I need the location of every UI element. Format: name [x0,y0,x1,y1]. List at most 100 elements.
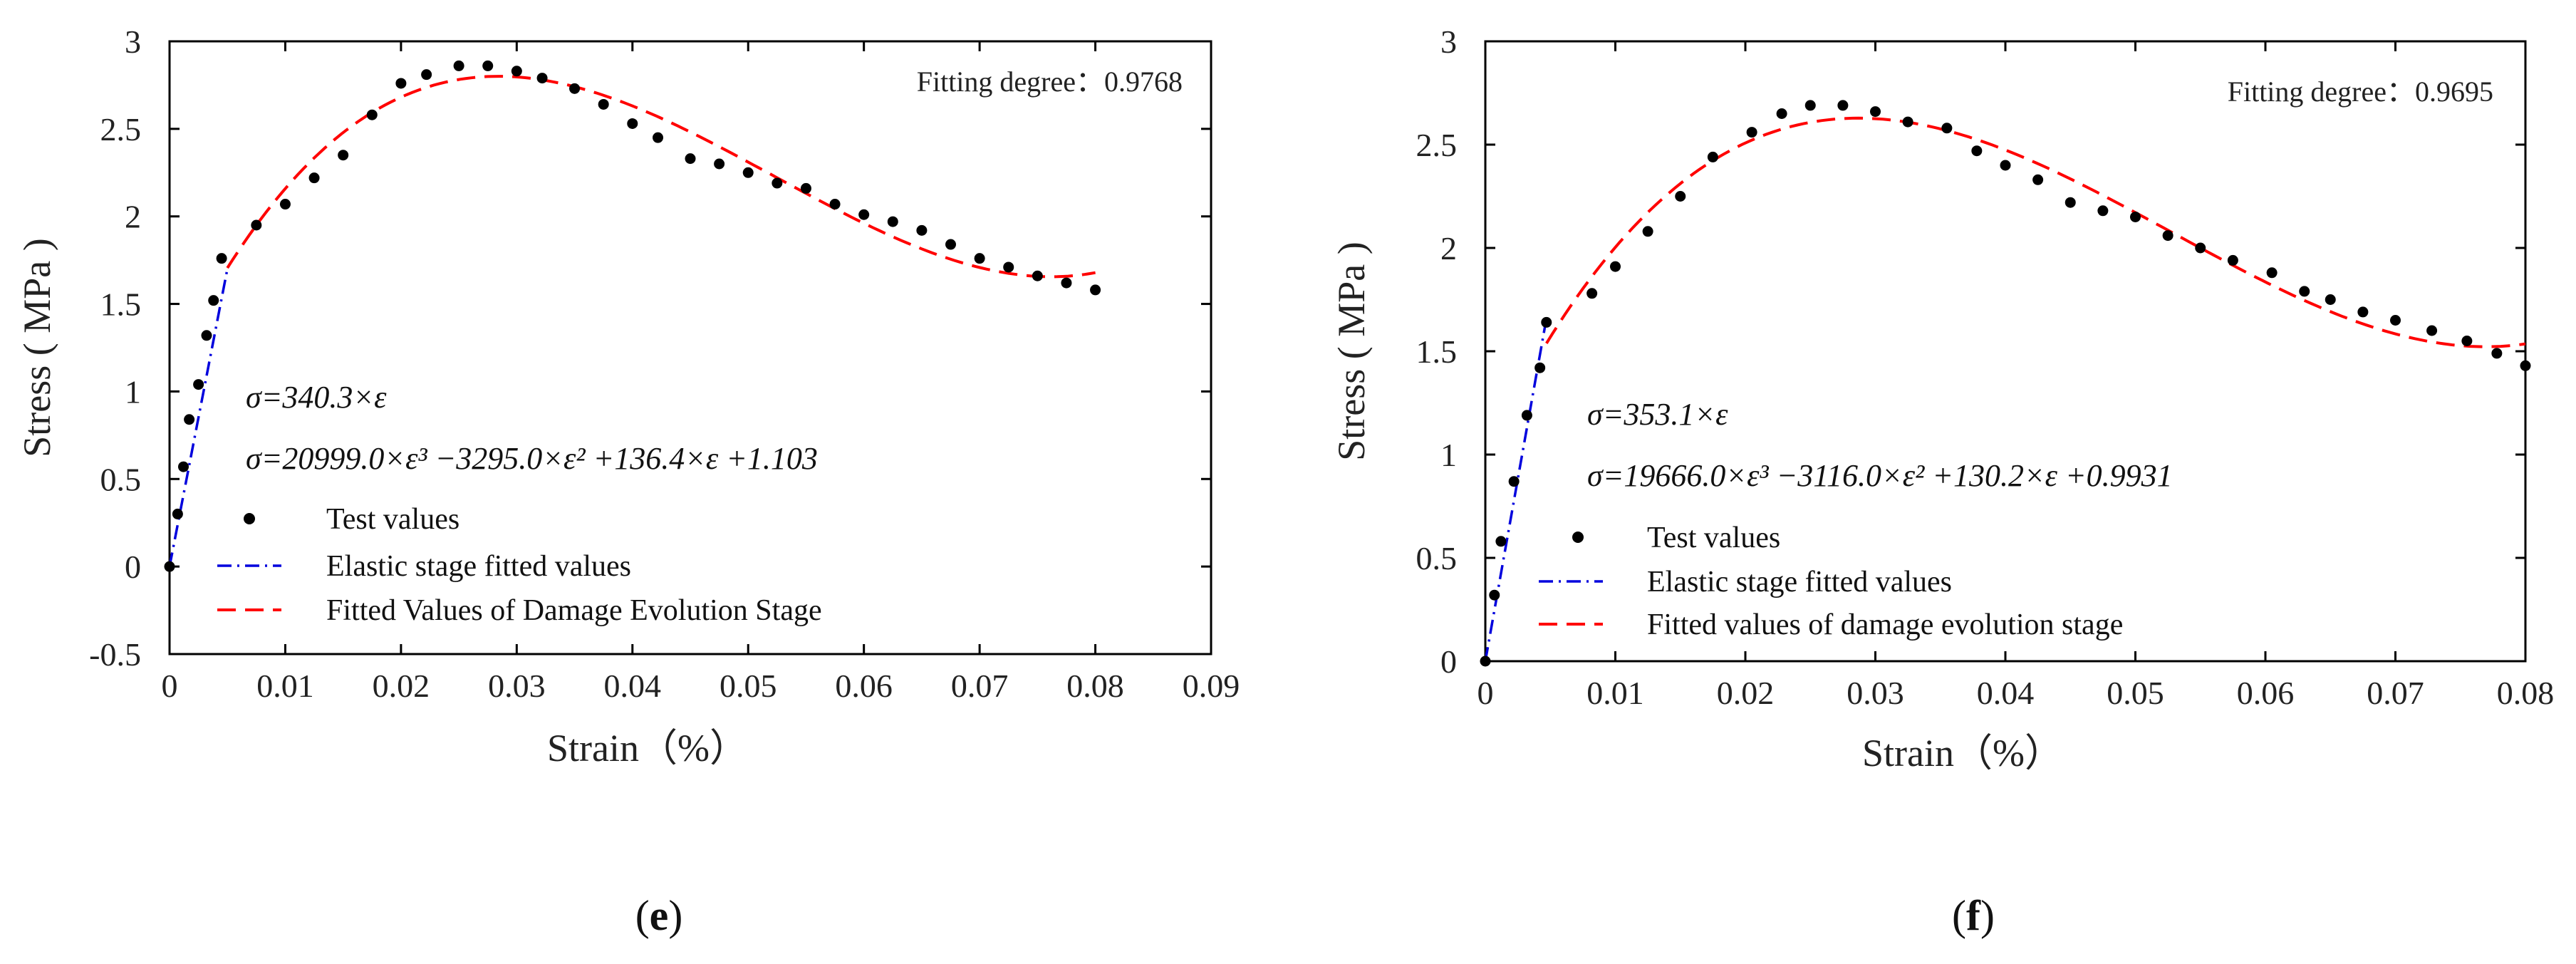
chart-f-test-point [1776,108,1787,119]
chart-f-test-point [2520,360,2531,371]
chart-e-damage-fit-line [226,75,1096,279]
chart-e-test-point [1061,277,1072,289]
chart-f-test-point [2390,315,2401,326]
chart-f-test-point [2491,348,2503,359]
chart-f-panel-letter: f [1966,892,1981,939]
chart-f-elastic-fit-line [1484,318,1548,662]
chart-f-test-point [2357,306,2369,318]
chart-e-test-point [453,60,464,71]
chart-e-test-point [829,199,841,210]
chart-e-test-point [201,330,212,341]
chart-f-legend: Test values Elastic stage fitted values … [1539,522,2123,641]
chart-e-y-axis-label: Stress ( MPa ) [16,238,58,457]
chart-e-test-point [193,379,204,390]
chart-f-test-point [2000,160,2011,171]
chart-e-test-point [536,73,548,84]
chart-e-test-point [598,98,609,110]
chart-e-legend: Test values Elastic stage fitted values … [217,503,822,627]
chart-e-test-point [1090,284,1101,296]
chart-f-test-points [1480,100,2531,667]
chart-e-damage-equation: σ=20999.0×ε³ −3295.0×ε² +136.4×ε +1.103 [246,441,818,476]
chart-f-test-point [2461,336,2473,346]
chart-e-test-point [685,153,696,165]
chart-e-test-point [1003,261,1014,273]
chart-e-test-point [945,239,956,250]
chart-e-x-tick-label: 0.02 [373,668,430,704]
chart-e-test-point [395,78,407,89]
chart-e-test-point [742,167,754,178]
chart-e-test-point [569,83,581,94]
chart-e-y-tick-label: 0.5 [100,461,142,497]
chart-f-y-tick-label: 1 [1440,437,1457,473]
chart-e-panel-label: (e) [635,892,683,939]
chart-f-ticks: 0 0.01 0.02 0.03 0.04 0.05 0.06 0.07 0.08 0 0.5 1 1.… [1416,24,2555,711]
chart-e-test-point [216,253,227,264]
chart-f-y-tick-label: 1.5 [1416,333,1458,370]
chart-e-test-point [714,158,725,170]
chart-e: 0 0.01 0.02 0.03 0.04 0.05 0.06 0.07 0.08 0.09 -0.… [16,24,1240,939]
chart-f-test-point [1642,226,1653,237]
chart-e-elastic-fit-line [168,268,229,567]
chart-f-test-point [2426,325,2438,336]
chart-e-test-point [184,414,195,425]
chart-f-x-tick-label: 0.08 [2497,675,2555,711]
chart-f-elastic-equation: σ=353.1×ε [1587,397,1728,432]
chart-e-test-point [338,150,349,161]
chart-e-test-point [653,132,664,143]
chart-e-y-tick-label: 0 [125,549,141,585]
chart-f-y-tick-label: 2 [1440,230,1457,266]
chart-e-test-point [308,172,320,184]
chart-e-test-point [800,182,811,194]
chart-e-test-point [511,66,522,77]
chart-e-elastic-equation: σ=340.3×ε [246,380,387,415]
chart-e-x-tick-label: 0.08 [1066,668,1124,704]
chart-f-plot-frame [1484,40,2527,663]
chart-e-x-tick-label: 0.07 [951,668,1009,704]
chart-e-x-tick-label: 0.05 [720,668,777,704]
chart-f-legend-test: Test values [1647,522,1780,554]
chart-e-test-point [627,118,638,129]
chart-e-x-tick-label: 0.03 [488,668,546,704]
chart-e-x-axis-label: Strain（%） [547,727,748,769]
chart-e-y-tick-label: 1.5 [100,286,142,323]
chart-e-test-point [772,177,783,189]
chart-e-x-tick-label: 0.09 [1183,668,1240,704]
chart-f-damage-equation: σ=19666.0×ε³ −3116.0×ε² +130.2×ε +0.9931 [1587,458,2173,493]
chart-f-test-point [1870,106,1881,118]
chart-e-panel-letter: e [650,892,669,939]
chart-f-test-point [1941,123,1953,134]
chart-f-test-point [2130,212,2141,222]
chart-f-x-tick-label: 0.04 [1977,675,2035,711]
chart-e-test-point [482,60,494,71]
chart-e-test-point [858,209,870,220]
chart-f-test-point [1610,261,1621,272]
chart-e-plot-frame [168,40,1212,655]
chart-e-test-point [251,219,262,231]
chart-e-test-point [279,199,291,210]
chart-e-y-tick-label: 2.5 [100,111,142,147]
chart-e-y-tick-label: 2 [125,199,141,235]
chart-f-fitting-degree: Fitting degree：0.9695 [2228,76,2493,108]
chart-e-x-tick-label: 0.06 [835,668,893,704]
chart-e-y-tick-label: -0.5 [89,636,141,673]
chart-f-y-tick-label: 0 [1440,643,1457,680]
chart-f-x-tick-label: 0.05 [2107,675,2164,711]
chart-e-legend-test: Test values [326,503,459,536]
chart-f-damage-fit-line [1545,116,2526,348]
chart-f-y-tick-label: 2.5 [1416,127,1458,163]
chart-f-test-point [1480,655,1491,667]
chart-f-test-point [2195,242,2206,254]
chart-f-test-point [2097,205,2109,217]
chart-e-test-point [1032,270,1043,281]
chart-f-test-point [1804,100,1816,111]
chart-f-test-point [1707,151,1718,162]
chart-e-test-points [164,60,1101,572]
chart-e-x-tick-label: 0.01 [256,668,314,704]
chart-f-test-point [2266,267,2278,279]
chart-e-x-tick-label: 0 [162,668,178,704]
chart-f-test-point [1508,476,1520,487]
chart-e-test-point [164,561,175,572]
chart-f-test-point [1675,191,1686,202]
chart-f-panel-label: (f) [1952,892,1995,939]
